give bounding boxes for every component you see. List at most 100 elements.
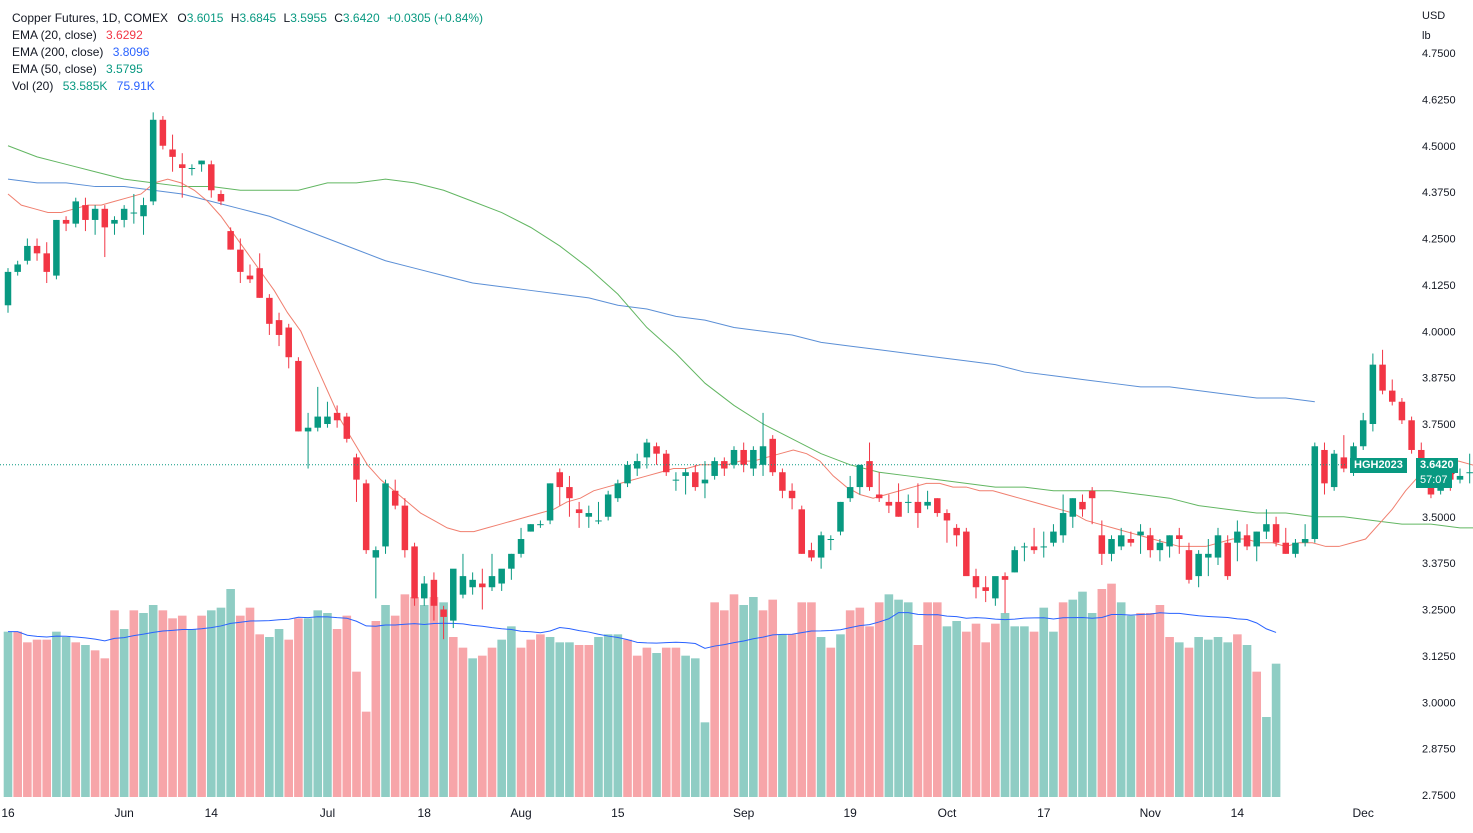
candle-body[interactable] (972, 576, 980, 588)
candle-body[interactable] (1398, 401, 1406, 421)
candle-body[interactable] (624, 464, 631, 484)
candle-body[interactable] (662, 453, 670, 473)
candle-body[interactable] (953, 527, 960, 536)
candle-body[interactable] (1069, 498, 1077, 517)
candle-body[interactable] (1156, 542, 1164, 551)
candle-body[interactable] (1098, 535, 1106, 554)
candle-body[interactable] (856, 464, 864, 488)
candle-body[interactable] (304, 427, 312, 432)
candle-body[interactable] (1205, 553, 1212, 558)
candle-body[interactable] (1166, 535, 1173, 547)
candle-body[interactable] (740, 449, 747, 465)
candle-body[interactable] (1234, 531, 1241, 543)
candle-body[interactable] (633, 461, 641, 469)
candle-body[interactable] (943, 513, 951, 521)
candle-body[interactable] (391, 490, 399, 506)
candle-body[interactable] (343, 416, 351, 439)
candle-body[interactable] (934, 498, 941, 514)
candle-body[interactable] (169, 149, 176, 157)
candle-body[interactable] (769, 438, 776, 473)
candle-body[interactable] (24, 245, 31, 261)
candle-body[interactable] (1243, 535, 1251, 547)
candle-body[interactable] (256, 268, 263, 298)
candle-body[interactable] (846, 487, 854, 499)
candle-body[interactable] (91, 208, 99, 220)
candle-body[interactable] (140, 205, 147, 217)
candle-body[interactable] (575, 509, 583, 514)
candle-body[interactable] (1176, 535, 1183, 540)
candle-body[interactable] (275, 320, 283, 335)
legend-ema20[interactable]: EMA (20, close) 3.6292 (12, 27, 489, 44)
candle-body[interactable] (527, 524, 534, 532)
candle-body[interactable] (1146, 535, 1154, 551)
candle-body[interactable] (595, 520, 602, 522)
candle-body[interactable] (1059, 513, 1067, 536)
candle-body[interactable] (217, 193, 225, 202)
candle-body[interactable] (1456, 475, 1464, 480)
candle-body[interactable] (1214, 535, 1222, 558)
candle-body[interactable] (1340, 457, 1348, 469)
candle-body[interactable] (1369, 364, 1377, 424)
candle-body[interactable] (411, 546, 418, 599)
candle-body[interactable] (33, 245, 41, 254)
candle-body[interactable] (1263, 524, 1270, 532)
candle-body[interactable] (314, 416, 322, 428)
candle-body[interactable] (1001, 576, 1009, 580)
candle-body[interactable] (498, 568, 505, 584)
candle-body[interactable] (450, 568, 457, 621)
candle-body[interactable] (440, 609, 447, 617)
candle-body[interactable] (866, 461, 873, 488)
candle-body[interactable] (237, 249, 244, 272)
candle-body[interactable] (1466, 472, 1473, 474)
candle-body[interactable] (1292, 542, 1299, 554)
candle-body[interactable] (653, 446, 660, 454)
candle-body[interactable] (701, 479, 709, 484)
candle-body[interactable] (1185, 550, 1193, 580)
candle-body[interactable] (924, 501, 931, 506)
candle-body[interactable] (730, 449, 738, 465)
candle-body[interactable] (178, 164, 186, 169)
candle-body[interactable] (721, 461, 728, 469)
candle-body[interactable] (808, 550, 815, 558)
candle-body[interactable] (817, 535, 825, 558)
candle-body[interactable] (1282, 542, 1290, 554)
candle-body[interactable] (604, 494, 612, 517)
candle-body[interactable] (82, 205, 89, 220)
candle-body[interactable] (517, 539, 525, 554)
candle-body[interactable] (430, 579, 438, 606)
candle-body[interactable] (914, 501, 922, 514)
candle-body[interactable] (295, 360, 302, 432)
legend-volume[interactable]: Vol (20) 53.585K 75.91K (12, 78, 489, 95)
candle-body[interactable] (266, 297, 273, 324)
candle-body[interactable] (1088, 490, 1096, 499)
candle-body[interactable] (372, 550, 380, 558)
candle-body[interactable] (692, 472, 699, 488)
candle-body[interactable] (798, 509, 806, 554)
candle-body[interactable] (982, 587, 989, 591)
candle-body[interactable] (546, 483, 554, 521)
candle-body[interactable] (382, 483, 389, 547)
candle-body[interactable] (479, 583, 486, 588)
candle-body[interactable] (895, 501, 902, 517)
candle-body[interactable] (1359, 420, 1367, 447)
candle-body[interactable] (585, 513, 593, 517)
candle-body[interactable] (362, 483, 370, 551)
candle-body[interactable] (827, 539, 835, 541)
candle-body[interactable] (1108, 539, 1115, 554)
candle-body[interactable] (837, 501, 844, 532)
candle-body[interactable] (1330, 453, 1338, 488)
legend-ema50[interactable]: EMA (50, close) 3.5795 (12, 61, 489, 78)
candle-body[interactable] (469, 579, 476, 588)
candle-body[interactable] (904, 501, 912, 503)
candle-body[interactable] (643, 442, 651, 458)
candle-body[interactable] (208, 164, 215, 191)
candle-body[interactable] (963, 531, 970, 577)
candle-body[interactable] (246, 275, 254, 280)
candle-body[interactable] (333, 412, 341, 421)
candle-body[interactable] (556, 472, 564, 488)
candle-body[interactable] (149, 119, 157, 202)
candle-body[interactable] (508, 553, 515, 569)
candle-body[interactable] (1321, 449, 1328, 484)
candle-body[interactable] (324, 416, 331, 424)
